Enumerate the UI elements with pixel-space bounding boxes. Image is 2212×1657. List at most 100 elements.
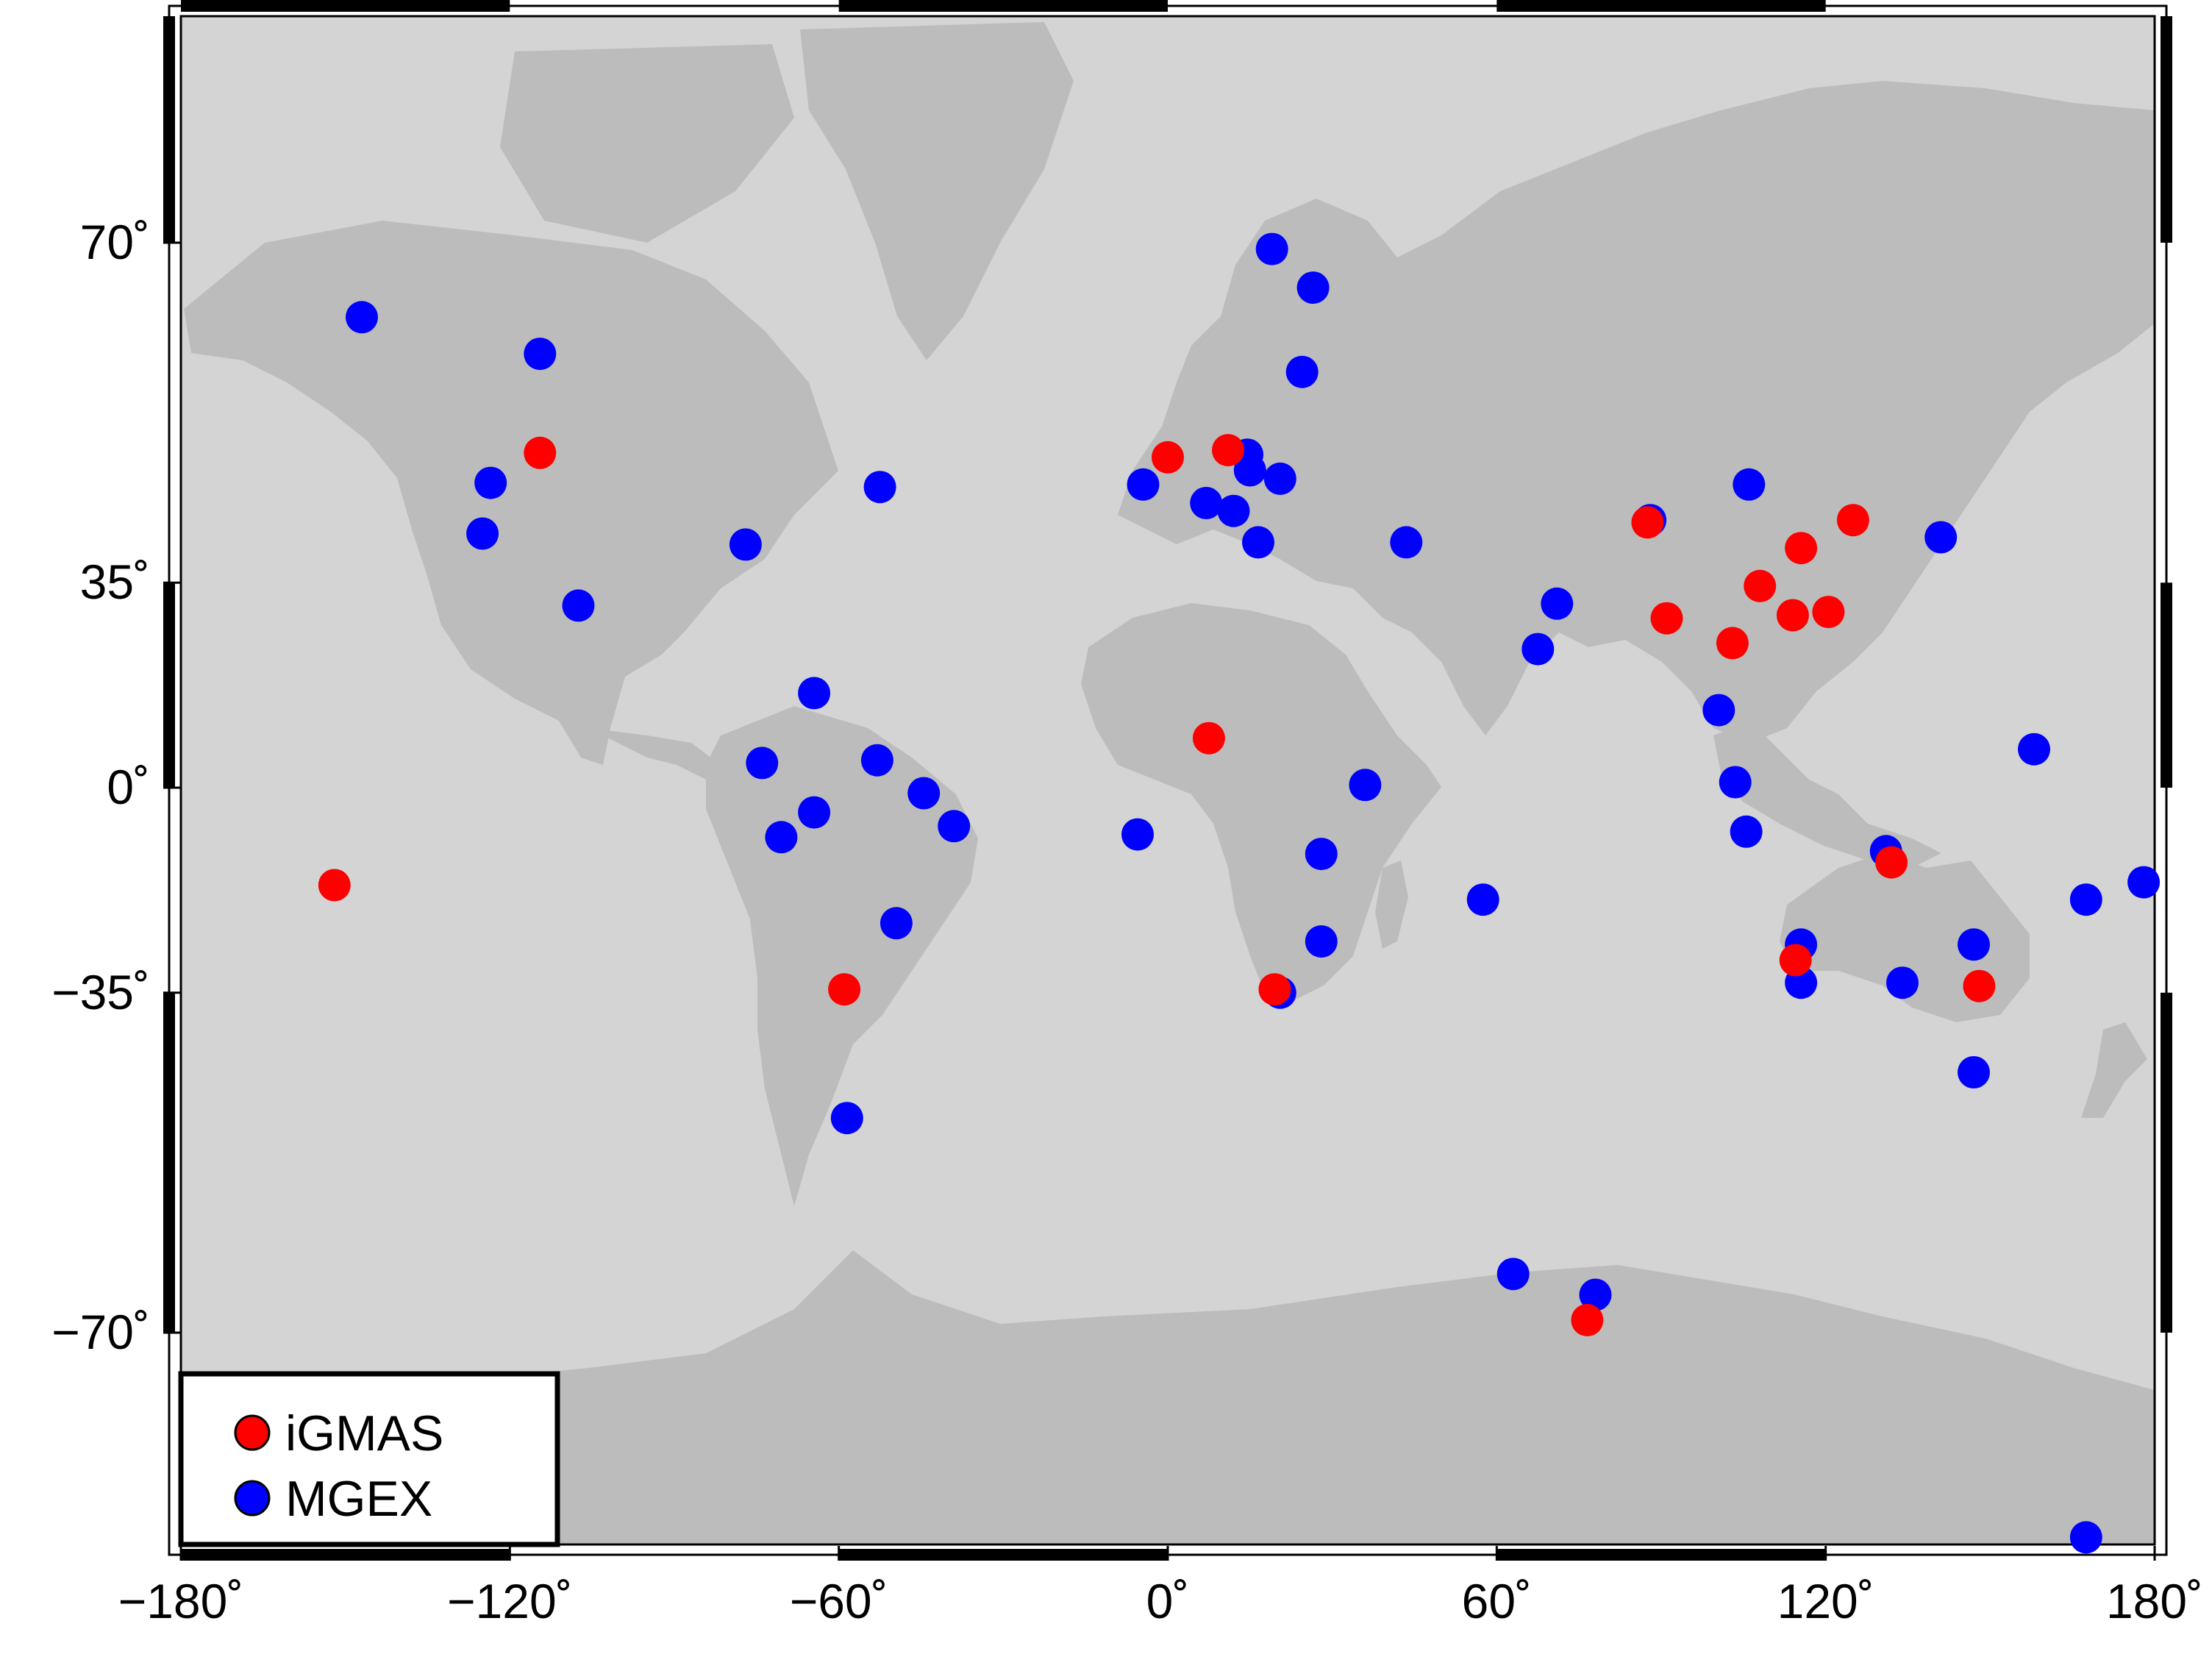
frame-segment [181, 1549, 510, 1561]
station-mgex [1466, 883, 1499, 916]
landmass-madagascar [1375, 860, 1408, 949]
station-mgex [1349, 769, 1382, 802]
station-igmas [1779, 944, 1812, 977]
landmass-africa [1081, 603, 1441, 1000]
station-igmas [1650, 602, 1683, 635]
station-mgex [938, 810, 971, 843]
x-axis: −180˚ −120˚ −60˚ 0˚ 60˚ 120˚ 180˚ [118, 1546, 2203, 1628]
station-mgex [1285, 355, 1319, 388]
y-tick-label: −70˚ [51, 1305, 150, 1359]
legend-box [178, 1371, 560, 1547]
station-mgex [1924, 521, 1958, 554]
x-tick-label: 120˚ [1777, 1574, 1874, 1628]
landmass-new-zealand [2081, 1022, 2147, 1118]
station-mgex [729, 528, 762, 561]
station-mgex [2069, 1521, 2102, 1554]
station-mgex [1127, 468, 1160, 501]
landmass-southeast-asia [1713, 721, 1941, 868]
landmass-antarctica [181, 1250, 2155, 1544]
station-mgex [1233, 454, 1266, 487]
station-mgex [907, 777, 941, 810]
legend: iGMAS MGEX [178, 1371, 560, 1547]
station-mgex [1296, 271, 1330, 304]
station-igmas [524, 436, 557, 469]
station-mgex [1242, 526, 1274, 559]
station-mgex [1702, 694, 1735, 727]
station-mgex [2018, 733, 2050, 766]
station-mgex [798, 796, 831, 829]
frame-segment [838, 0, 1168, 12]
station-igmas [1716, 627, 1749, 660]
station-mgex [474, 466, 507, 499]
station-mgex [880, 907, 913, 940]
frame-segment [163, 582, 175, 788]
station-igmas [1744, 569, 1777, 602]
frame-segment [163, 16, 175, 243]
station-mgex [1305, 838, 1338, 871]
frame-segment [2161, 992, 2172, 1333]
station-mgex [1496, 1258, 1530, 1291]
station-mgex [765, 821, 798, 854]
frame-segment [1496, 0, 1826, 12]
station-igmas [1152, 441, 1184, 474]
station-igmas [1192, 721, 1225, 755]
station-igmas [1631, 506, 1664, 539]
station-mgex [1958, 1056, 1990, 1088]
land-layer [181, 22, 2155, 1544]
station-igmas [1776, 599, 1809, 632]
station-mgex [1886, 966, 1919, 999]
frame-segment [181, 0, 510, 12]
station-mgex [562, 589, 595, 622]
y-axis: 70˚ 35˚ 0˚ −35˚ −70˚ [51, 215, 181, 1359]
station-mgex [466, 517, 499, 550]
x-tick-label: 180˚ [2106, 1574, 2203, 1628]
map-frame-ticks [163, 0, 2172, 1561]
station-mgex [2069, 883, 2102, 916]
y-tick-label: 35˚ [80, 555, 150, 609]
station-igmas [1812, 596, 1845, 629]
station-mgex [1733, 468, 1766, 501]
station-mgex [1719, 766, 1752, 799]
station-igmas [1258, 973, 1291, 1006]
y-tick-label: 0˚ [107, 760, 150, 814]
landmass-central-america [588, 728, 735, 780]
station-mgex [1541, 587, 1574, 620]
legend-marker-mgex [234, 1480, 271, 1517]
frame-segment [2161, 582, 2172, 788]
station-mgex [1730, 815, 1763, 848]
map-frame-inner [179, 15, 2156, 1546]
station-mgex [2127, 866, 2161, 899]
legend-marker-igmas [234, 1414, 271, 1451]
station-igmas [1875, 846, 1908, 879]
frame-segment [163, 992, 175, 1333]
station-igmas [1963, 969, 1996, 1002]
landmass-north-america [184, 221, 838, 765]
x-tick-label: −60˚ [790, 1574, 888, 1628]
station-mgex [830, 1102, 863, 1135]
legend-label-igmas: iGMAS [285, 1405, 443, 1461]
y-tick-label: −35˚ [51, 965, 150, 1019]
station-mgex [798, 677, 831, 710]
station-mgex [1305, 925, 1338, 958]
station-mgex [1121, 818, 1154, 851]
landmass-greenland [800, 22, 1074, 360]
station-mgex [524, 338, 557, 371]
stations-layer [318, 232, 2161, 1554]
x-tick-label: 60˚ [1462, 1574, 1532, 1628]
station-mgex [746, 746, 779, 780]
landmass-arctic-islands [500, 44, 794, 243]
frame-segment [1496, 1549, 1826, 1561]
landmass-eurasia [1118, 81, 2155, 743]
station-igmas [1836, 504, 1869, 537]
station-igmas [318, 869, 351, 902]
station-mgex [1255, 232, 1288, 266]
frame-segment [2161, 16, 2172, 243]
station-igmas [1571, 1303, 1604, 1336]
station-mgex [1579, 1278, 1612, 1311]
station-mgex [1217, 494, 1250, 527]
station-mgex [346, 301, 378, 334]
station-igmas [1212, 434, 1244, 467]
station-igmas [828, 973, 861, 1006]
x-tick-label: 0˚ [1146, 1574, 1190, 1628]
